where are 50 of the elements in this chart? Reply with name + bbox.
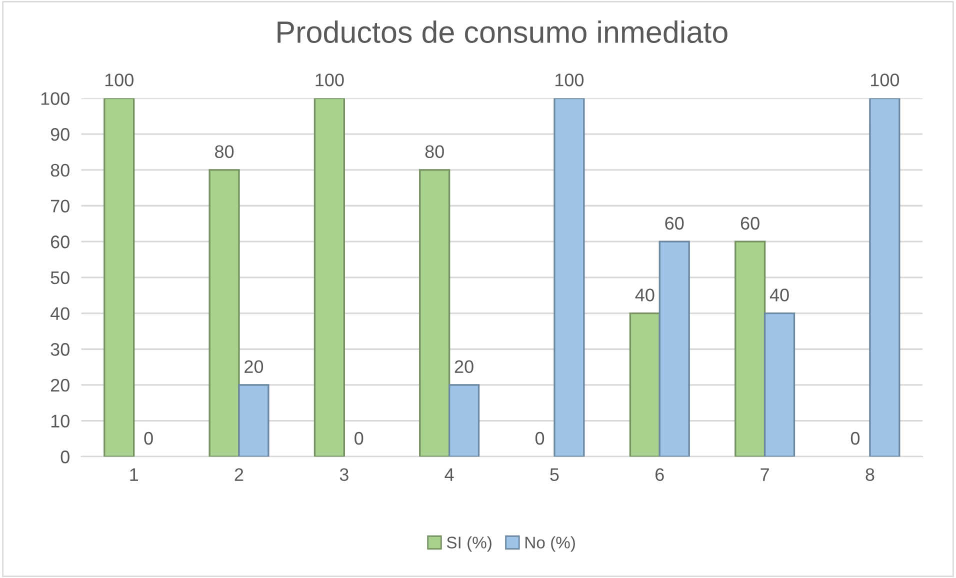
data-label: 80 [215, 145, 234, 158]
data-label: 40 [770, 288, 789, 302]
x-tick-label: 7 [760, 468, 769, 481]
data-label: 100 [556, 74, 584, 86]
chart-title: Productos de consumo inmediato [278, 20, 728, 44]
data-label: 100 [105, 74, 134, 86]
data-label: 80 [425, 145, 444, 158]
x-tick-label: 6 [656, 468, 664, 481]
y-tick-label: 0 [60, 450, 70, 464]
data-label: 60 [665, 216, 684, 230]
bar [208, 169, 240, 457]
bar [448, 384, 480, 457]
x-tick-label: 1 [130, 468, 138, 481]
legend-label: No (%) [525, 536, 575, 552]
x-tick-label: 2 [234, 468, 244, 481]
y-tick-label: 20 [50, 378, 70, 392]
bar [734, 240, 766, 457]
x-tick-label: 5 [550, 468, 559, 481]
data-label: 20 [244, 360, 264, 374]
data-label: 60 [740, 216, 760, 230]
y-tick-label: 40 [50, 307, 70, 320]
y-tick-label: 70 [50, 200, 70, 212]
data-label: 0 [144, 432, 153, 445]
bar [238, 384, 270, 457]
bar [658, 240, 690, 457]
y-tick-label: 10 [51, 414, 70, 428]
data-label: 100 [316, 74, 344, 86]
x-tick-label: 8 [866, 468, 874, 481]
bar [869, 98, 900, 457]
x-tick-label: 4 [444, 468, 454, 481]
data-label: 0 [535, 432, 544, 445]
y-tick-label: 100 [41, 92, 70, 105]
legend-label: SI (%) [446, 536, 492, 552]
data-label: 40 [635, 288, 654, 302]
data-label: 20 [454, 360, 474, 374]
y-tick-label: 60 [50, 236, 70, 248]
bar [314, 98, 345, 457]
y-tick-label: 90 [50, 128, 70, 141]
bar [554, 98, 585, 457]
bar [764, 312, 796, 457]
data-label: 0 [354, 432, 364, 445]
data-label: 100 [871, 74, 900, 86]
y-tick-label: 80 [50, 164, 70, 177]
bar [104, 98, 135, 457]
x-tick-label: 3 [340, 468, 348, 481]
bar [629, 312, 660, 457]
y-tick-label: 30 [50, 343, 70, 356]
y-tick-label: 50 [50, 271, 70, 284]
data-label: 0 [850, 432, 860, 445]
bar [419, 169, 450, 457]
